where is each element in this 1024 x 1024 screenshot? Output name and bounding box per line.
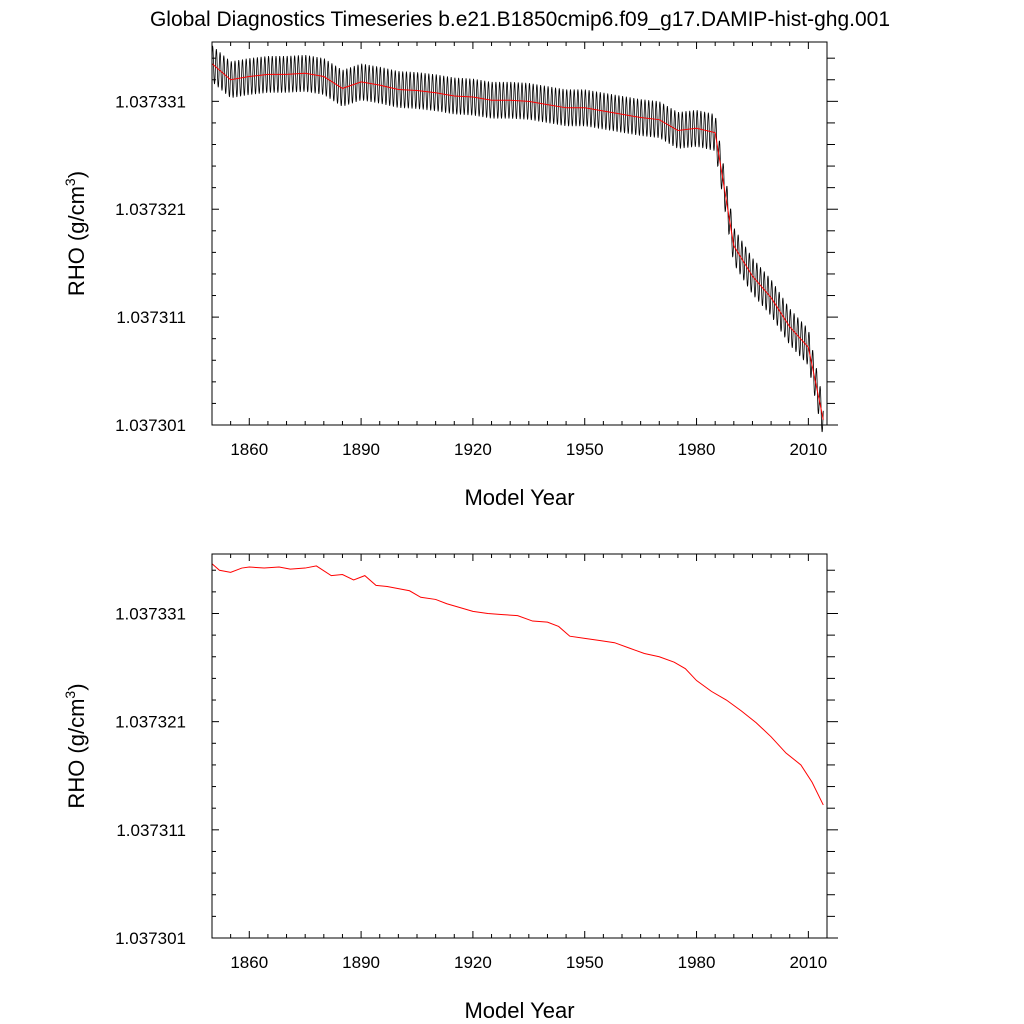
y-tick-label: 1.037311 [116,821,186,840]
x-tick-label: 2010 [789,953,827,972]
x-tick-label: 1980 [678,440,716,459]
y-tick-label: 1.037331 [115,92,186,111]
chart-bottom: 1860 1890 1920 1950 1980 2010 1.037301 1.037311… [62,553,838,1023]
x-tick-label: 1950 [566,440,604,459]
x-tick-label: 2010 [789,440,827,459]
plot-frame [211,553,828,939]
figure-title: Global Diagnostics Timeseries b.e21.B185… [150,8,890,31]
x-tick-label: 1860 [230,953,268,972]
y-axis-label: RHO (g/cm3) [62,683,89,808]
x-tick-label: 1860 [230,440,268,459]
x-tick-label: 1950 [566,953,604,972]
y-tick-label: 1.037321 [115,200,186,219]
annual-series-line [211,563,824,806]
x-axis-label: Model Year [464,998,574,1023]
chart-top: 1860 1890 1920 1950 1980 2010 1.037301 1.037311… [62,41,838,510]
y-tick-label: 1.037311 [116,308,186,327]
x-tick-label: 1920 [454,953,492,972]
monthly-series-line [211,45,824,433]
y-tick-label: 1.037301 [115,929,186,948]
x-tick-label: 1890 [342,953,380,972]
x-axis-label: Model Year [464,485,574,510]
x-tick-label: 1920 [454,440,492,459]
y-tick-label: 1.037321 [115,713,186,732]
y-tick-label: 1.037301 [115,416,186,435]
x-tick-label: 1890 [342,440,380,459]
y-tick-label: 1.037331 [115,604,186,623]
annual-series-line [211,63,824,420]
y-axis-label: RHO (g/cm3) [62,171,89,296]
x-tick-label: 1980 [678,953,716,972]
plot-frame [211,41,828,426]
